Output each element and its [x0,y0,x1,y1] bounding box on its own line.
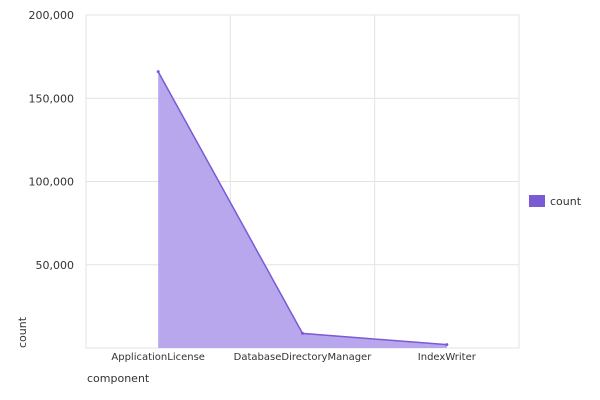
x-axis-ticks: ApplicationLicense DatabaseDirectoryManag… [111,352,476,363]
data-point[interactable] [301,331,304,335]
x-tick-label: ApplicationLicense [111,352,205,363]
series-area[interactable] [158,71,447,349]
y-tick-label: 150,000 [29,92,75,105]
y-axis-title: count [16,316,29,348]
series-layer [156,70,449,349]
y-axis-ticks: 50,000 100,000 150,000 200,000 [29,9,75,272]
grid-lines [85,14,520,349]
legend-label: count [550,195,582,208]
y-tick-label: 50,000 [36,259,75,272]
data-point[interactable] [445,343,449,347]
legend-swatch [529,195,545,207]
data-point[interactable] [156,70,160,74]
y-tick-label: 100,000 [29,176,75,189]
y-tick-label: 200,000 [29,9,75,22]
x-axis-title: component [87,372,150,385]
x-tick-label: IndexWriter [418,352,477,363]
x-tick-label: DatabaseDirectoryManager [234,352,373,363]
legend[interactable]: count [529,195,582,208]
